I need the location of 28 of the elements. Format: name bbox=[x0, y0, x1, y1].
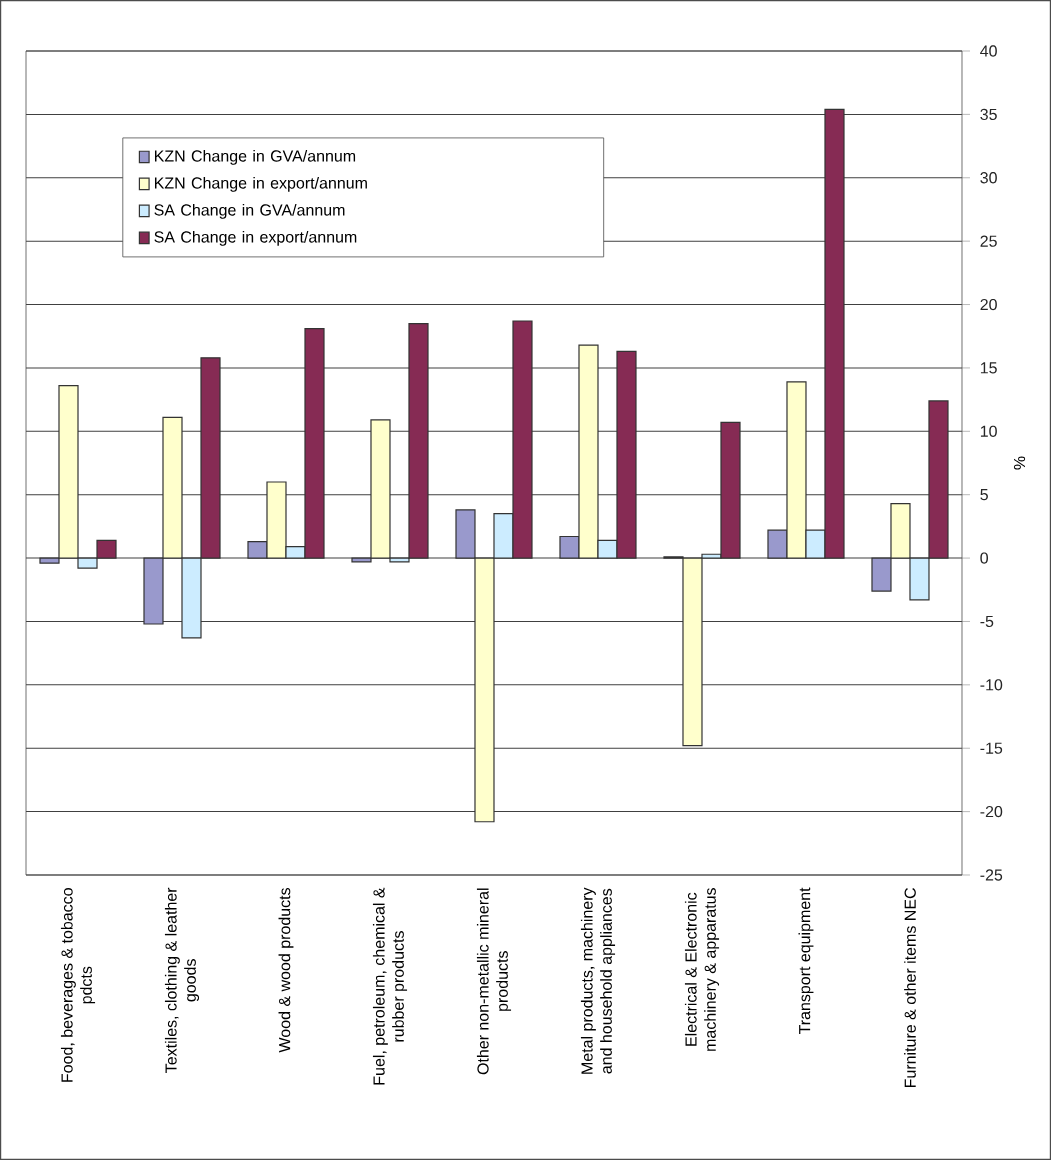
x-tick-label: Food, beverages & tobacco pdcts bbox=[60, 888, 96, 1082]
y-tick-label: -25 bbox=[980, 869, 1003, 881]
legend-label: KZN Change in export/annum bbox=[154, 176, 367, 192]
y-axis-title: % bbox=[1013, 456, 1026, 470]
x-tick-label: Other non-metallic mineral products bbox=[476, 888, 512, 1075]
y-tick-label: 40 bbox=[980, 45, 997, 57]
y-tick-label: 15 bbox=[980, 362, 997, 374]
legend-label: KZN Change in GVA/annum bbox=[154, 149, 356, 165]
legend-label: SA Change in GVA/annum bbox=[154, 203, 345, 219]
y-tick-label: 35 bbox=[980, 108, 997, 121]
y-tick-label: 20 bbox=[980, 298, 997, 311]
legend-label: SA Change in export/annum bbox=[154, 230, 357, 246]
x-tick-label: Electrical & Electronic machinery & apparatus bbox=[684, 888, 720, 1051]
x-tick-label: Fuel, petroleum, chemical & rubber products bbox=[372, 887, 408, 1085]
y-tick-label: 25 bbox=[980, 235, 997, 247]
y-tick-label: -5 bbox=[980, 615, 994, 628]
y-tick-label: 30 bbox=[980, 172, 997, 184]
x-tick-label: Furniture & other items NEC bbox=[904, 888, 916, 1088]
y-tick-label: -10 bbox=[980, 679, 1003, 691]
x-tick-label: Wood & wood products bbox=[278, 887, 294, 1053]
y-tick-label: -20 bbox=[980, 805, 1003, 818]
x-tick-label: Textiles, clothing & leather goods bbox=[164, 887, 200, 1073]
y-tick-label: -15 bbox=[980, 742, 1003, 754]
y-tick-label: 10 bbox=[980, 425, 997, 437]
x-tick-label: Metal products, machinery and household appliances bbox=[580, 887, 616, 1074]
y-tick-label: 5 bbox=[980, 489, 988, 501]
x-tick-label: Transport equipment bbox=[798, 887, 814, 1035]
y-tick-label: 0 bbox=[980, 552, 988, 564]
